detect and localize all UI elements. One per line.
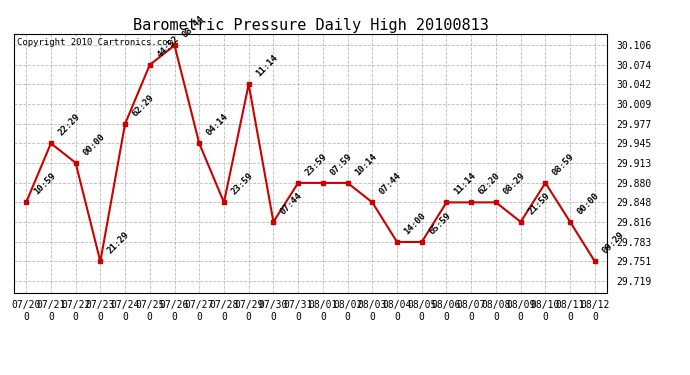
Text: 62:29: 62:29 xyxy=(130,93,156,118)
Text: 21:59: 21:59 xyxy=(526,191,551,216)
Text: 07:44: 07:44 xyxy=(378,171,403,197)
Text: 04:14: 04:14 xyxy=(205,112,230,138)
Text: 14:00: 14:00 xyxy=(402,211,428,236)
Text: 07:59: 07:59 xyxy=(328,152,354,177)
Text: 11:14: 11:14 xyxy=(254,53,279,79)
Text: 44:52: 44:52 xyxy=(155,34,181,59)
Text: 10:59: 10:59 xyxy=(32,171,57,197)
Text: 65:59: 65:59 xyxy=(427,211,453,236)
Text: 08:29: 08:29 xyxy=(502,171,527,197)
Text: 00:00: 00:00 xyxy=(575,191,601,216)
Text: Copyright 2010 Cartronics.com: Copyright 2010 Cartronics.com xyxy=(17,38,172,46)
Text: 08:44: 08:44 xyxy=(180,14,206,40)
Text: 09:29: 09:29 xyxy=(600,231,626,256)
Text: 62:20: 62:20 xyxy=(477,171,502,197)
Text: 23:59: 23:59 xyxy=(304,152,329,177)
Text: 00:00: 00:00 xyxy=(81,132,106,157)
Text: 21:29: 21:29 xyxy=(106,231,131,256)
Text: 23:59: 23:59 xyxy=(230,171,255,197)
Title: Barometric Pressure Daily High 20100813: Barometric Pressure Daily High 20100813 xyxy=(132,18,489,33)
Text: 07:44: 07:44 xyxy=(279,191,304,216)
Text: 11:14: 11:14 xyxy=(452,171,477,197)
Text: 08:59: 08:59 xyxy=(551,152,576,177)
Text: 10:14: 10:14 xyxy=(353,152,379,177)
Text: 22:29: 22:29 xyxy=(57,112,82,138)
